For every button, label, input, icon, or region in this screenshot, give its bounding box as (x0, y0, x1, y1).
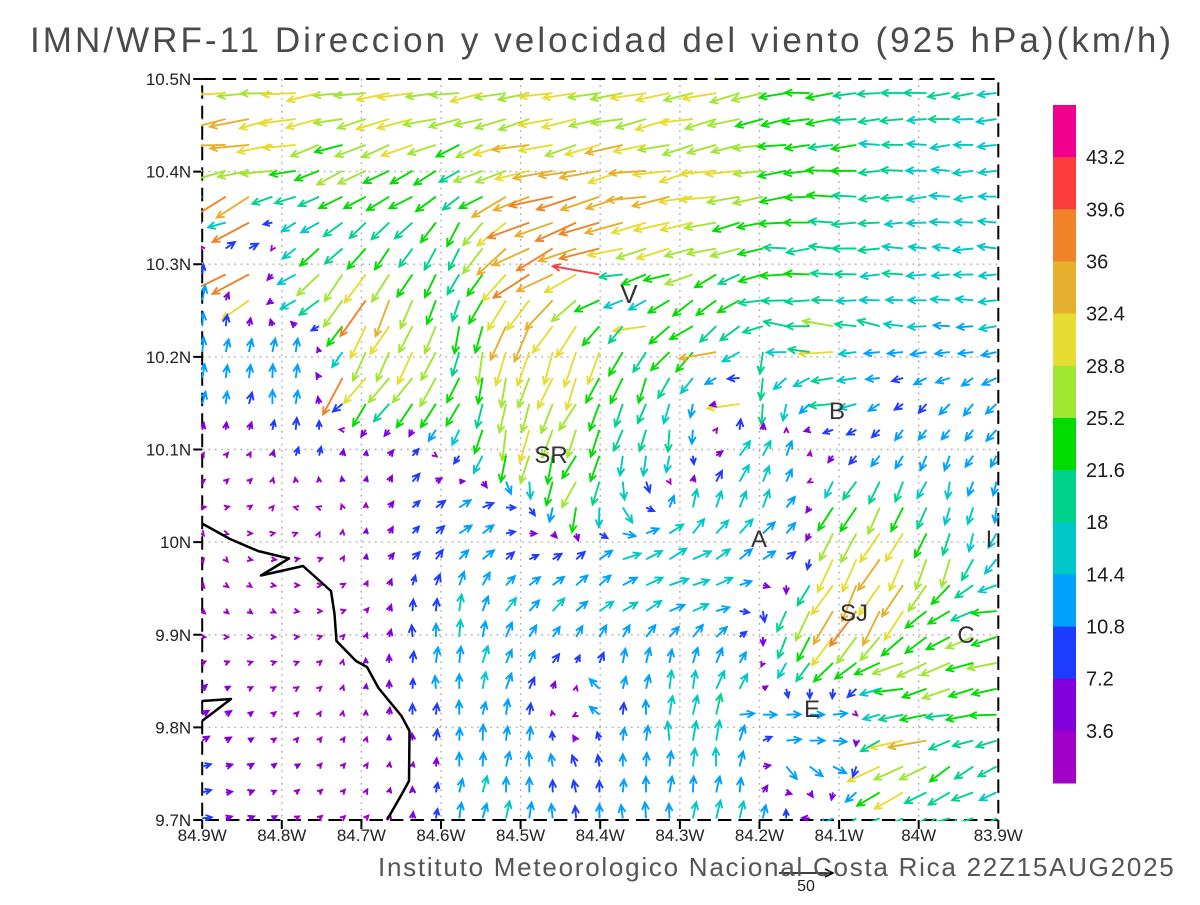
svg-text:10.2N: 10.2N (146, 348, 191, 367)
svg-text:A: A (751, 526, 767, 553)
svg-text:84.4W: 84.4W (576, 826, 625, 845)
svg-text:10.8: 10.8 (1086, 617, 1125, 639)
svg-text:3.6: 3.6 (1086, 721, 1114, 743)
svg-text:84.5W: 84.5W (496, 826, 545, 845)
svg-text:10.4N: 10.4N (146, 163, 191, 182)
svg-text:B: B (829, 398, 845, 425)
svg-text:E: E (804, 696, 820, 723)
svg-text:18: 18 (1086, 512, 1108, 534)
svg-text:IMN/WRF-11 Direccion y velocid: IMN/WRF-11 Direccion y velocidad del vie… (30, 21, 1174, 60)
svg-text:84.6W: 84.6W (416, 826, 465, 845)
svg-text:84.7W: 84.7W (337, 826, 386, 845)
svg-text:10N: 10N (160, 533, 191, 552)
svg-text:21.6: 21.6 (1086, 460, 1125, 482)
svg-text:I: I (986, 526, 993, 553)
svg-text:C: C (957, 622, 974, 649)
svg-text:9.7N: 9.7N (155, 811, 191, 830)
svg-text:10.1N: 10.1N (146, 441, 191, 460)
svg-text:32.4: 32.4 (1086, 304, 1125, 326)
svg-text:28.8: 28.8 (1086, 356, 1125, 378)
svg-text:9.8N: 9.8N (155, 718, 191, 737)
svg-text:SR: SR (534, 442, 567, 469)
svg-text:50: 50 (797, 878, 815, 895)
svg-text:84.8W: 84.8W (257, 826, 306, 845)
svg-text:25.2: 25.2 (1086, 408, 1125, 430)
svg-text:84W: 84W (901, 826, 936, 845)
svg-text:9.9N: 9.9N (155, 626, 191, 645)
svg-text:39.6: 39.6 (1086, 199, 1125, 221)
svg-text:14.4: 14.4 (1086, 564, 1125, 586)
svg-text:43.2: 43.2 (1086, 147, 1125, 169)
svg-text:84.2W: 84.2W (735, 826, 784, 845)
svg-text:84.3W: 84.3W (655, 826, 704, 845)
svg-text:36: 36 (1086, 252, 1108, 274)
svg-text:10.5N: 10.5N (146, 70, 191, 89)
svg-text:84.9W: 84.9W (178, 826, 227, 845)
svg-text:7.2: 7.2 (1086, 669, 1114, 691)
svg-text:83.9W: 83.9W (974, 826, 1023, 845)
svg-text:10.3N: 10.3N (146, 255, 191, 274)
svg-text:SJ: SJ (840, 600, 868, 627)
svg-text:V: V (620, 279, 638, 309)
svg-text:84.1W: 84.1W (815, 826, 864, 845)
svg-text:Instituto Meteorologico Nacion: Instituto Meteorologico Nacional Costa R… (378, 852, 1176, 882)
